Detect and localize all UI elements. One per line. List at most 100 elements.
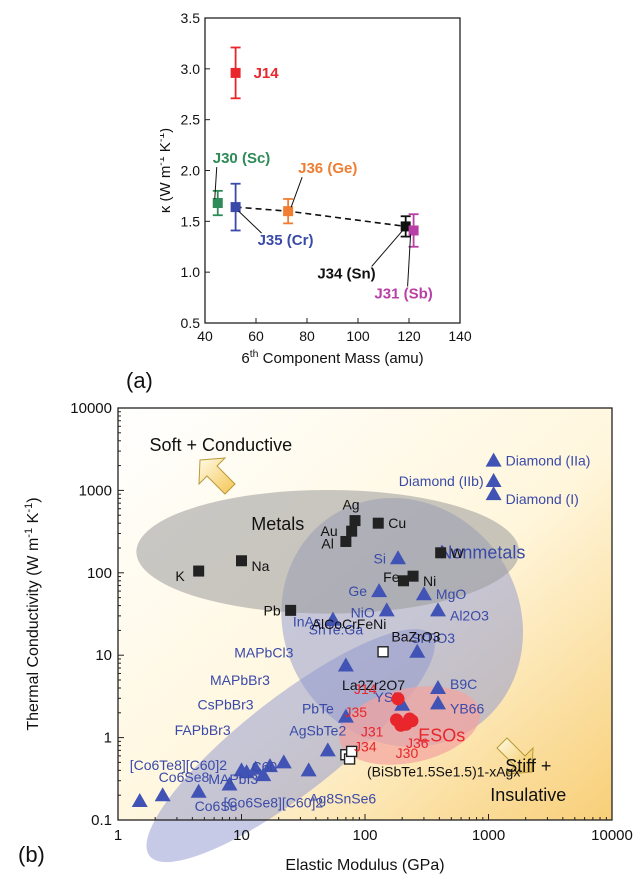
- y-tick-label-a: 3.5: [181, 10, 201, 26]
- y-axis-label-b-part: ): [25, 497, 42, 502]
- point-label: MAPbI3: [208, 771, 258, 787]
- y-axis-label-a-part: -1: [160, 133, 167, 142]
- marker-triangle: [429, 695, 446, 710]
- point-label: K: [175, 568, 185, 584]
- x-tick-label-a: 80: [299, 328, 315, 344]
- marker-triangle: [485, 486, 502, 501]
- point-label: Ag8SnSe6: [309, 790, 376, 806]
- x-axis-label-a-part: th: [250, 348, 259, 360]
- point-label: Pb: [264, 602, 281, 618]
- marker-triangle: [300, 762, 317, 777]
- x-axis-label-a-part: Component Mass (amu): [259, 350, 424, 367]
- point-label: J31: [361, 723, 384, 739]
- point-label: J14: [354, 681, 377, 697]
- point-label: [Co6Se8][C60]2: [224, 794, 324, 810]
- point-label: Si: [374, 550, 386, 566]
- marker-square: [193, 565, 205, 577]
- marker-triangle: [233, 762, 250, 777]
- y-tick-label-a: 0.5: [181, 315, 201, 331]
- region-label-metals: Metals: [251, 514, 304, 534]
- x-tick-label-b: 100: [352, 827, 377, 844]
- data-point-a: [230, 202, 241, 213]
- marker-triangle: [261, 758, 278, 773]
- region-label-esos: ESOs: [418, 725, 465, 745]
- x-axis-label-b: Elastic Modulus (GPa): [285, 857, 444, 874]
- region-metals: [136, 489, 520, 614]
- marker-triangle: [255, 767, 272, 782]
- data-label-a: J31 (Sb): [374, 285, 432, 302]
- marker-triangle: [485, 473, 502, 488]
- point-label: CsPbBr3: [198, 697, 254, 713]
- marker-triangle: [409, 643, 426, 658]
- panel-a-tag: (a): [126, 368, 153, 393]
- y-axis-label-b-part: K: [25, 512, 42, 527]
- region-label-nonmetals: Nonmetals: [439, 542, 525, 562]
- annotation-stiff-insulative: Stiff +: [505, 756, 551, 776]
- marker-triangle: [394, 696, 411, 711]
- point-label: J30: [396, 745, 419, 761]
- y-tick-label-b: 10000: [70, 400, 112, 417]
- x-tick-label-b: 1000: [472, 827, 505, 844]
- point-label: YB66: [450, 700, 484, 716]
- x-tick-label-a: 100: [346, 328, 370, 344]
- data-point-a: [283, 206, 294, 217]
- point-label: Ag: [342, 497, 359, 513]
- y-axis-label-b-part: -1: [23, 503, 35, 513]
- y-tick-label-a: 2.5: [181, 112, 201, 128]
- marker-circle: [390, 713, 404, 727]
- point-label: Co6Se8: [159, 769, 210, 785]
- annotation-stiff-insulative: Insulative: [490, 785, 566, 805]
- point-label: La2Zr2O7: [342, 677, 405, 693]
- point-label: Co6S8: [195, 798, 238, 814]
- x-tick-label-b: 1: [114, 827, 122, 844]
- label-arrow-a: [407, 234, 412, 287]
- point-label: SrTiO3: [411, 630, 455, 646]
- marker-triangle: [319, 742, 336, 757]
- point-label: AlCoCrFeNi: [312, 616, 387, 632]
- y-tick-label-a: 2.0: [181, 163, 201, 179]
- marker-triangle: [371, 583, 388, 598]
- marker-circle: [403, 712, 417, 726]
- data-label-a: J34 (Sn): [317, 265, 375, 282]
- chart-a: 40 60 80 100 120 140 0.5 1.0 1.5 2.0 2.5 3.0 3.5 6th …: [160, 10, 472, 367]
- marker-square: [346, 525, 358, 537]
- y-tick-label-b: 100: [87, 565, 112, 582]
- arrow-soft-conductive: [198, 457, 236, 495]
- data-label-a: J30 (Sc): [213, 150, 271, 167]
- point-label: BaZrO3: [391, 629, 440, 645]
- point-label: Al: [321, 535, 333, 551]
- marker-triangle: [247, 760, 264, 775]
- y-axis-label-a-part: ): [160, 128, 174, 133]
- y-axis-label-a-part: K: [160, 142, 174, 156]
- marker-triangle: [429, 679, 446, 694]
- x-tick-label-a: 60: [248, 328, 264, 344]
- data-point-a: [212, 198, 223, 209]
- marker-triangle: [154, 787, 171, 802]
- marker-triangle: [389, 550, 406, 565]
- point-label: (BiSbTe1.5Se1.5)1-xAgx: [367, 763, 520, 779]
- marker-square: [398, 575, 410, 587]
- point-label: J36: [406, 735, 429, 751]
- marker-triangle: [131, 793, 148, 808]
- marker-triangle: [429, 602, 446, 617]
- y-axis-label-a-part: -1: [160, 156, 167, 165]
- point-label: MAPbBr3: [210, 672, 270, 688]
- data-label-a: J35 (Cr): [258, 232, 314, 249]
- y-axis-label-b-part: -1: [23, 528, 35, 538]
- y-axis-label-b: Thermal Conductivity (W m-1 K-1): [23, 497, 42, 730]
- y-tick-label-a: 3.0: [181, 61, 201, 77]
- annotation-soft-conductive: Soft + Conductive: [150, 435, 293, 455]
- data-label-a: J36 (Ge): [298, 160, 357, 177]
- y-axis-label-a: κ (W m-1 K-1): [160, 128, 174, 213]
- point-label: Ni: [423, 573, 436, 589]
- point-label: PbTe: [302, 701, 334, 717]
- x-tick-label-b: 10: [233, 827, 250, 844]
- point-label: Fe: [383, 569, 400, 585]
- marker-square: [340, 535, 352, 547]
- point-label: J34: [354, 738, 377, 754]
- data-label-a: J14: [254, 65, 280, 82]
- marker-triangle: [190, 783, 207, 798]
- label-arrow-a: [214, 167, 218, 200]
- y-tick-label-a: 1.0: [181, 264, 201, 280]
- x-axis-label-a: 6th Component Mass (amu): [241, 348, 423, 367]
